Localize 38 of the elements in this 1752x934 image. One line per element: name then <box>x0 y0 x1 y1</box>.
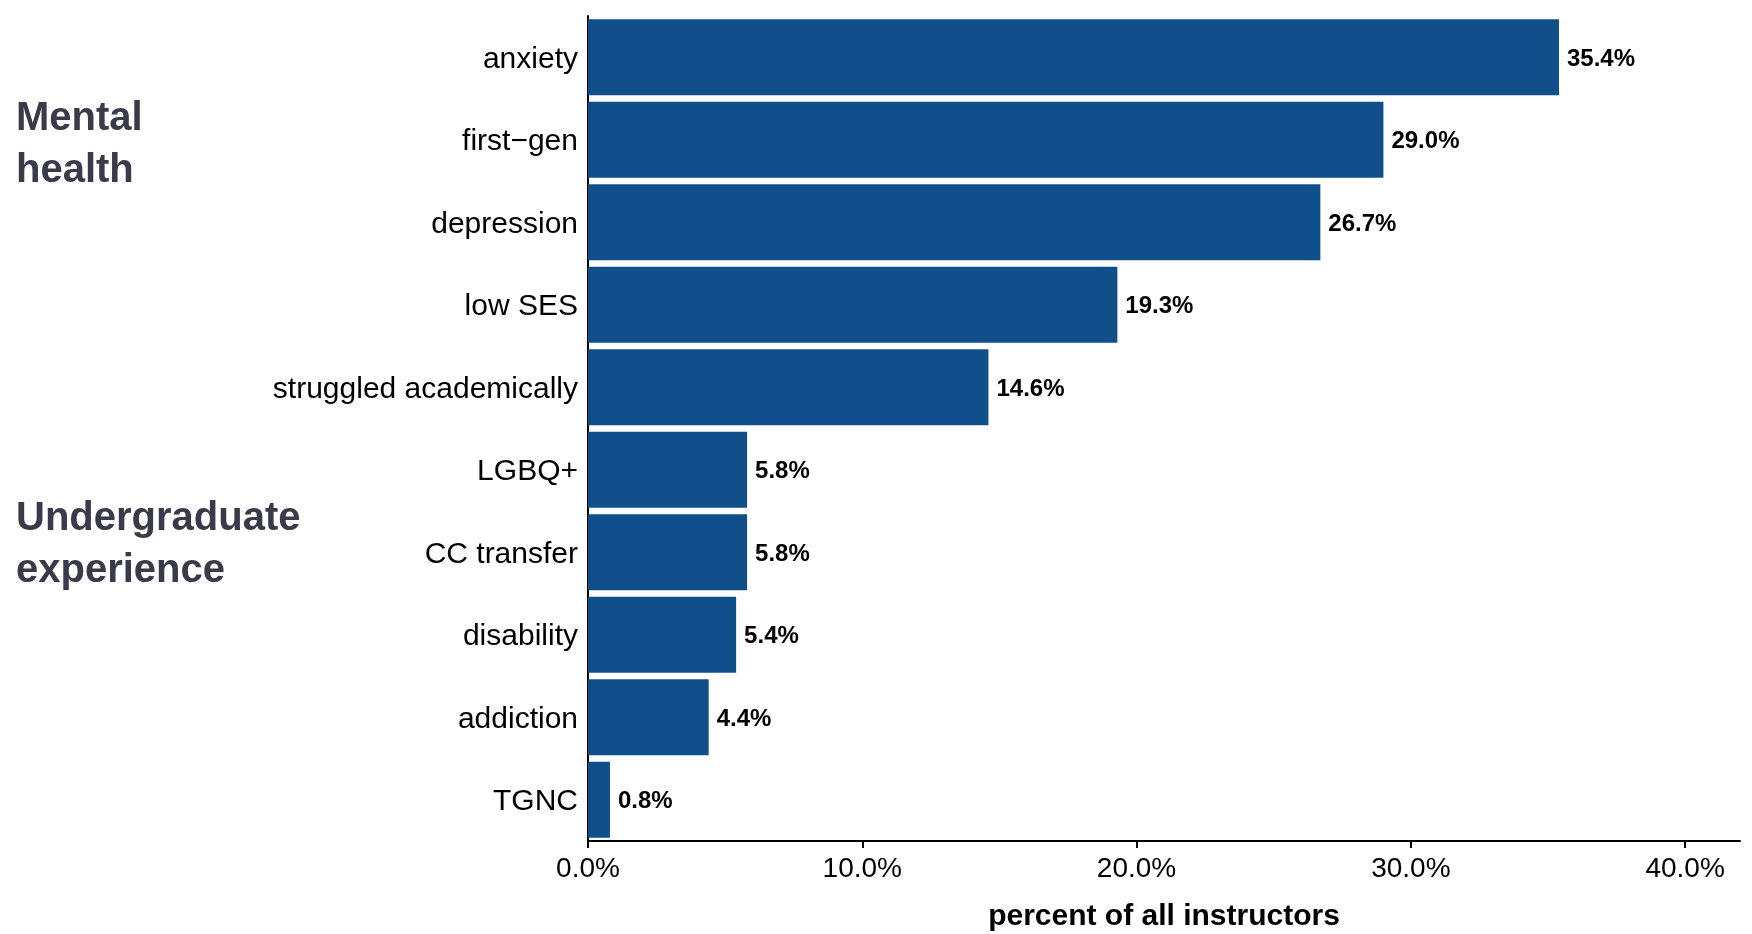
y-tick-label: first−gen <box>462 123 578 157</box>
y-tick-label: anxiety <box>482 40 578 74</box>
x-axis-title: percent of all instructors <box>988 897 1340 931</box>
y-tick-label: TGNC <box>493 783 578 817</box>
bar <box>588 19 1559 96</box>
data-label: 35.4% <box>1566 43 1636 71</box>
bar <box>588 761 610 838</box>
y-tick-label: disability <box>462 618 578 652</box>
y-tick-label: struggled academically <box>272 370 578 404</box>
data-label: 5.8% <box>755 538 810 566</box>
x-tick-label: 30.0% <box>1371 851 1451 883</box>
data-label: 26.7% <box>1328 208 1397 236</box>
x-tick-label: 10.0% <box>822 851 902 883</box>
data-label: 0.8% <box>617 786 673 814</box>
bar <box>588 514 748 591</box>
bar <box>588 431 748 508</box>
data-label: 5.8% <box>755 456 810 484</box>
bar <box>588 266 1118 343</box>
bar <box>588 184 1321 261</box>
bar <box>588 679 709 756</box>
text: Undergraduate experience <box>16 494 301 590</box>
y-tick-label: low SES <box>464 288 578 322</box>
y-tick-label: LGBQ+ <box>477 453 578 487</box>
data-label: 4.4% <box>716 703 772 731</box>
text: Mental health <box>16 94 143 190</box>
x-tick-label: 0.0% <box>556 851 620 883</box>
data-label: 5.4% <box>744 621 799 649</box>
x-tick-label: 20.0% <box>1096 851 1177 883</box>
y-tick-label: depression <box>431 205 578 239</box>
bar <box>588 101 1384 178</box>
data-label: 19.3% <box>1125 291 1194 319</box>
x-tick-label: 40.0% <box>1645 851 1725 883</box>
y-tick-label: addiction <box>457 700 578 734</box>
bar <box>588 349 989 426</box>
data-label: 14.6% <box>996 373 1065 401</box>
bar <box>588 596 737 673</box>
y-tick-label: CC transfer <box>424 535 578 569</box>
data-label: 29.0% <box>1391 126 1460 154</box>
